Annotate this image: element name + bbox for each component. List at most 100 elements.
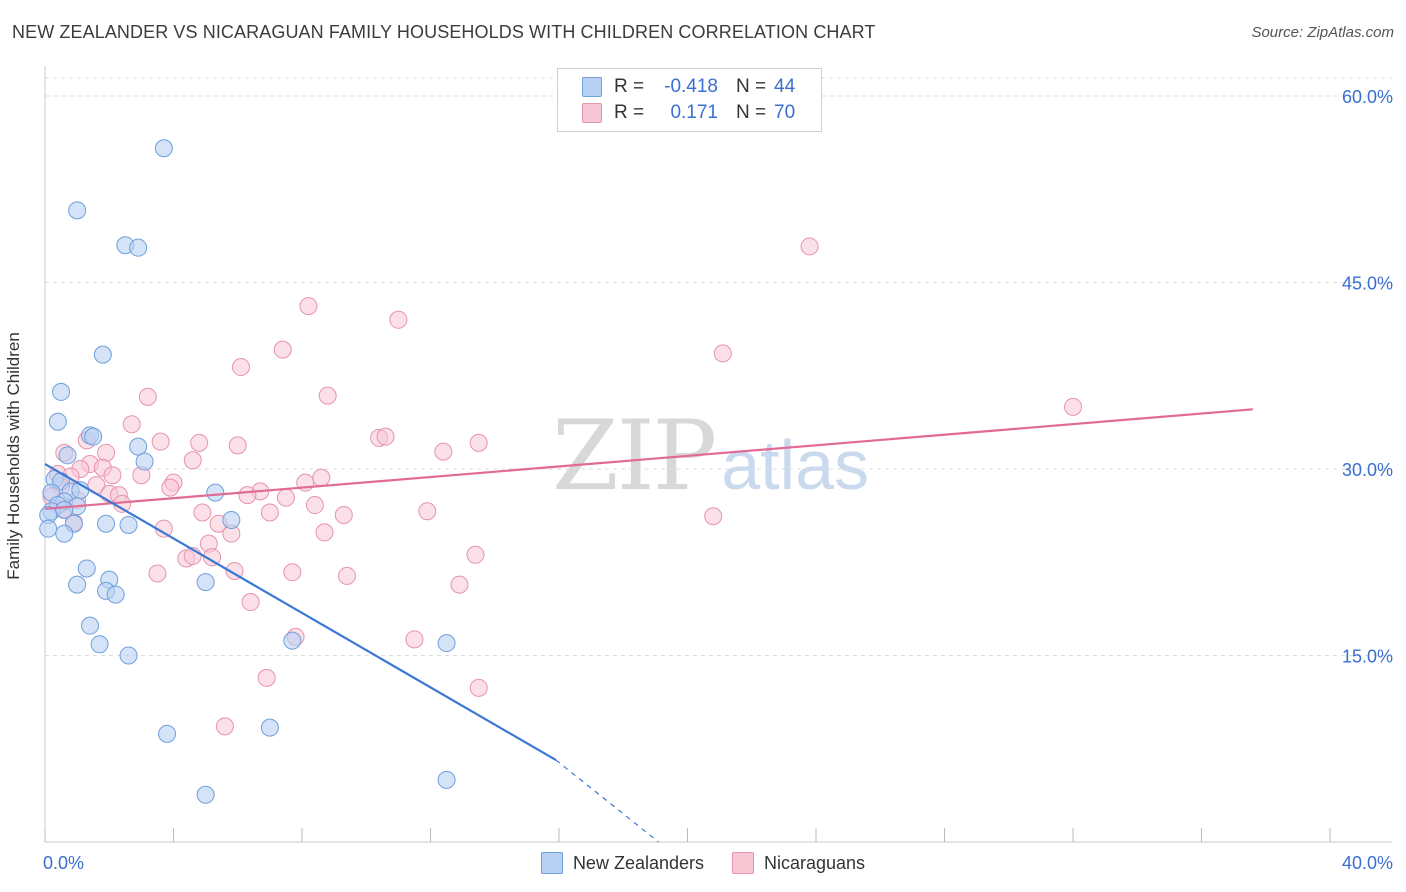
new-zealanders-point <box>222 510 241 529</box>
nicaraguans-point <box>389 310 408 329</box>
y-tick-label: 15.0% <box>1342 647 1393 667</box>
legend-swatch-new-zealanders <box>540 852 563 874</box>
legend-swatch-new-zealanders <box>582 77 602 97</box>
new-zealanders-point <box>48 412 67 431</box>
nicaraguans-point <box>148 564 167 583</box>
legend-r-label: R = <box>614 76 645 97</box>
new-zealanders-point <box>106 585 125 604</box>
nicaraguans-point <box>183 451 202 470</box>
nicaraguans-point <box>161 478 180 497</box>
nicaraguans-point <box>376 427 395 446</box>
new-zealanders-point <box>260 718 279 737</box>
legend-n-value: 44 <box>774 76 796 97</box>
y-tick-label: 45.0% <box>1342 274 1393 294</box>
x-tick-label: 0.0% <box>43 853 84 873</box>
nicaraguans-point <box>238 486 257 505</box>
nicaraguans-point <box>241 593 260 612</box>
new-zealanders-point <box>39 519 58 538</box>
nicaraguans-point <box>283 563 302 582</box>
nicaraguans-point <box>318 386 337 405</box>
legend-n-value: 70 <box>774 102 796 123</box>
nicaraguans-point <box>215 717 234 736</box>
new-zealanders-point <box>135 452 154 471</box>
nicaraguans-point <box>151 432 170 451</box>
nicaraguans-point <box>315 523 334 542</box>
nicaraguans-point <box>704 507 723 526</box>
new-zealanders-point <box>119 515 138 534</box>
nicaraguans-point <box>312 468 331 487</box>
nicaraguans-point <box>405 630 424 649</box>
y-tick-label: 60.0% <box>1342 87 1393 107</box>
nicaraguans-point <box>122 415 141 434</box>
nicaraguans-point <box>97 443 116 462</box>
nicaraguans-point <box>337 566 356 585</box>
new-zealanders-point <box>119 646 138 665</box>
legend-item-new-zealanders[interactable]: New Zealanders <box>540 852 704 874</box>
nicaraguans-point <box>257 668 276 687</box>
new-zealanders-point <box>129 238 148 257</box>
new-zealanders-point <box>129 437 148 456</box>
new-zealanders-point <box>84 427 103 446</box>
nicaraguans-point <box>203 548 222 567</box>
new-zealanders-trend-line <box>44 463 557 761</box>
new-zealanders-point <box>206 483 225 502</box>
new-zealanders-point <box>68 201 87 220</box>
nicaraguans-point <box>450 575 469 594</box>
nicaraguans-point <box>228 436 247 455</box>
new-zealanders-point <box>437 634 456 653</box>
legend-item-nicaraguans[interactable]: Nicaraguans <box>732 852 865 874</box>
nicaraguans-point <box>299 297 318 316</box>
new-zealanders-trend-extension <box>555 759 659 843</box>
legend-label-new-zealanders: New Zealanders <box>572 852 704 873</box>
nicaraguans-trend-line <box>44 408 1253 510</box>
nicaraguans-point <box>469 433 488 452</box>
new-zealanders-point <box>154 139 173 158</box>
nicaraguans-point <box>334 506 353 525</box>
nicaraguans-point <box>276 488 295 507</box>
nicaraguans-point <box>418 502 437 521</box>
nicaraguans-point <box>434 442 453 461</box>
new-zealanders-point <box>55 524 74 543</box>
nicaraguans-point <box>231 358 250 377</box>
nicaraguans-point <box>273 340 292 359</box>
nicaraguans-point <box>800 237 819 256</box>
nicaraguans-point <box>190 433 209 452</box>
nicaraguans-point <box>466 545 485 564</box>
y-axis-title: Family Households with Children <box>4 332 23 580</box>
source-label: Source: ZipAtlas.com <box>1251 24 1394 41</box>
legend-swatch-nicaraguans <box>582 103 602 123</box>
series-legend: New Zealanders Nicaraguans <box>0 852 1406 874</box>
new-zealanders-point <box>283 631 302 650</box>
new-zealanders-point <box>68 575 87 594</box>
chart-title: NEW ZEALANDER VS NICARAGUAN FAMILY HOUSE… <box>12 22 876 42</box>
nicaraguans-point <box>138 387 157 406</box>
legend-row-new-zealanders: R = -0.418 N = 44 <box>582 75 795 99</box>
legend-label-nicaraguans: Nicaraguans <box>764 852 866 873</box>
nicaraguans-point <box>1064 397 1082 416</box>
new-zealanders-point <box>196 573 215 592</box>
new-zealanders-point <box>93 345 112 364</box>
legend-r-value: -0.418 <box>664 76 718 97</box>
legend-r-value: 0.171 <box>670 102 718 123</box>
x-tick-label: 40.0% <box>1342 853 1393 873</box>
nicaraguans-point <box>193 503 212 522</box>
legend-swatch-nicaraguans <box>732 852 754 874</box>
nicaraguans-point <box>713 344 732 363</box>
new-zealanders-point <box>80 616 99 635</box>
new-zealanders-point <box>158 724 177 743</box>
new-zealanders-point <box>196 785 215 804</box>
nicaraguans-point <box>103 466 122 485</box>
new-zealanders-point <box>90 635 109 654</box>
nicaraguans-point <box>260 503 279 522</box>
legend-row-nicaraguans: R = 0.171 N = 70 <box>582 101 795 125</box>
new-zealanders-point <box>437 770 456 789</box>
new-zealanders-point <box>52 382 71 401</box>
nicaraguans-point <box>469 678 488 697</box>
legend-r-label: R = <box>614 102 645 123</box>
new-zealanders-point <box>77 559 96 578</box>
correlation-legend: R = -0.418 N = 44 R = 0.171 N = 70 <box>557 68 822 132</box>
new-zealanders-point <box>97 514 116 533</box>
new-zealanders-point <box>58 446 77 465</box>
y-tick-label: 30.0% <box>1342 460 1393 480</box>
